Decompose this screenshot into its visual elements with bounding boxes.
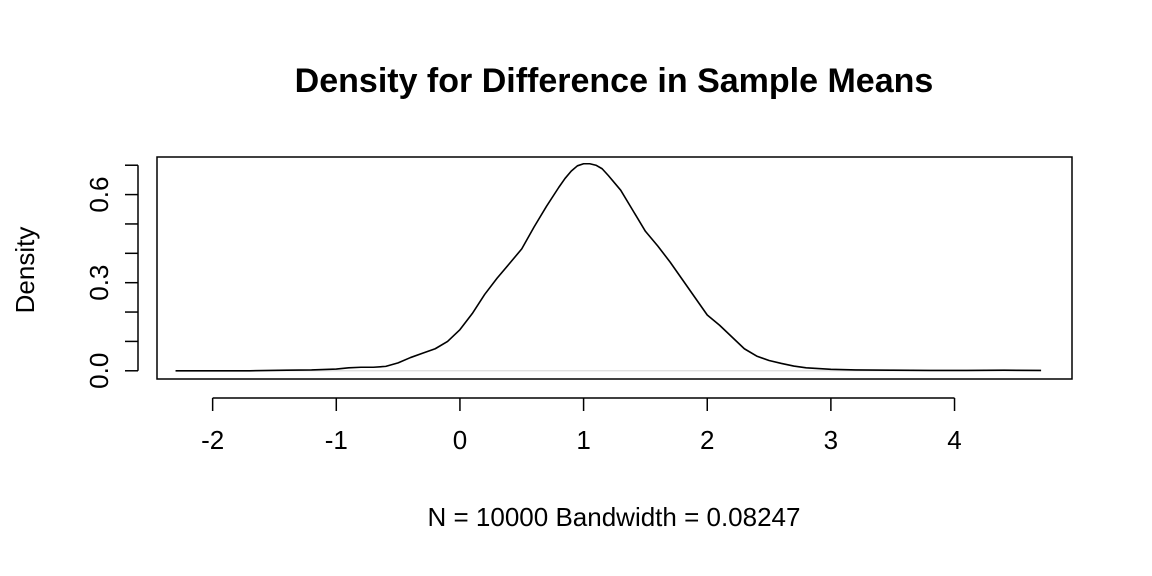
x-tick-label: 0	[453, 425, 467, 455]
density-curve	[175, 162, 1042, 372]
x-tick-label: -1	[325, 425, 348, 455]
y-tick-label: 0.6	[84, 177, 114, 213]
x-axis: -2 -1 0 1 2 3 4	[201, 397, 962, 455]
chart-title: Density for Difference in Sample Means	[295, 62, 934, 100]
x-axis-label: N = 10000 Bandwidth = 0.08247	[428, 502, 801, 532]
x-tick-label: 2	[700, 425, 714, 455]
plot-frame	[156, 156, 1073, 380]
x-tick-label: 3	[824, 425, 838, 455]
y-axis-label: Density	[10, 227, 40, 314]
y-tick-label: 0.3	[84, 265, 114, 301]
y-axis: 0.0 0.3 0.6	[84, 164, 139, 389]
x-tick-label: 4	[947, 425, 961, 455]
y-tick-label: 0.0	[84, 353, 114, 389]
x-tick-label: -2	[201, 425, 224, 455]
x-tick-label: 1	[576, 425, 590, 455]
